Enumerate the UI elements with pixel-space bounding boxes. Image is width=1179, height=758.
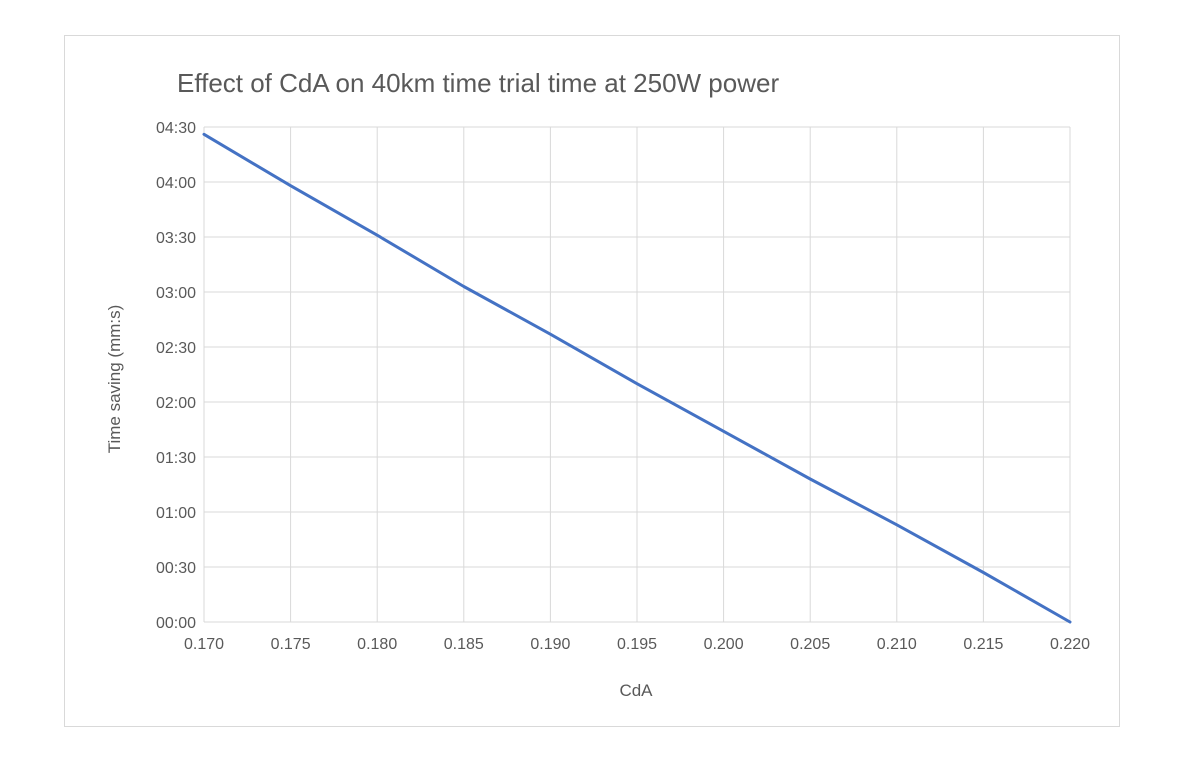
x-tick-label: 0.200 <box>704 636 744 653</box>
series-layer <box>202 132 1072 624</box>
tick-labels: 0.170 0.175 0.180 0.185 0.190 0.195 0.200 0.205… <box>156 120 1090 653</box>
chart-title: Effect of CdA on 40km time trial time at… <box>177 68 779 98</box>
x-tick-label: 0.175 <box>271 636 311 653</box>
y-tick-label: 01:30 <box>156 450 196 467</box>
series-line <box>202 132 1072 624</box>
chart-svg: Effect of CdA on 40km time trial time at… <box>105 68 1090 700</box>
y-tick-label: 00:30 <box>156 560 196 577</box>
x-tick-label: 0.180 <box>357 636 397 653</box>
y-tick-label: 03:00 <box>156 285 196 302</box>
y-tick-label: 04:00 <box>156 175 196 192</box>
x-tick-label: 0.205 <box>790 636 830 653</box>
grid-lines <box>203 126 1071 623</box>
y-tick-label: 01:00 <box>156 505 196 522</box>
x-tick-label: 0.190 <box>530 636 570 653</box>
y-tick-label: 04:30 <box>156 120 196 137</box>
y-axis-title: Time saving (mm:s) <box>105 305 124 454</box>
chart-frame: Effect of CdA on 40km time trial time at… <box>64 35 1120 727</box>
x-axis-title: CdA <box>619 681 653 700</box>
y-tick-label: 02:00 <box>156 395 196 412</box>
x-tick-label: 0.195 <box>617 636 657 653</box>
x-tick-label: 0.215 <box>963 636 1003 653</box>
x-tick-label: 0.220 <box>1050 636 1090 653</box>
y-tick-label: 02:30 <box>156 340 196 357</box>
y-tick-label: 00:00 <box>156 615 196 632</box>
x-tick-label: 0.210 <box>877 636 917 653</box>
x-tick-label: 0.185 <box>444 636 484 653</box>
x-tick-label: 0.170 <box>184 636 224 653</box>
y-tick-label: 03:30 <box>156 230 196 247</box>
